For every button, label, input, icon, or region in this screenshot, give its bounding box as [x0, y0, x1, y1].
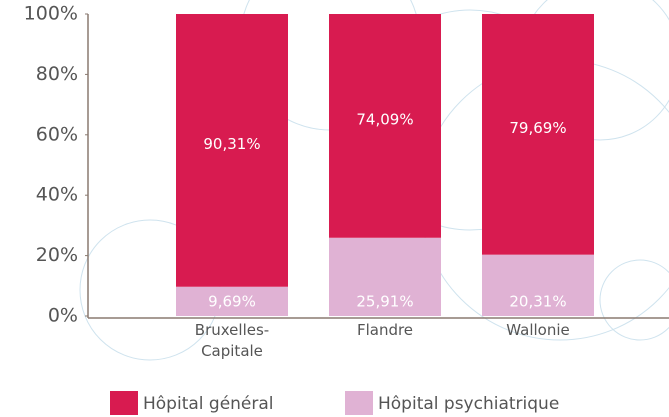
bar-segment	[176, 14, 288, 287]
legend-swatch	[110, 391, 138, 415]
bar-segment	[329, 14, 441, 238]
bar-segment	[329, 237, 441, 316]
data-label: 74,09%	[356, 110, 413, 128]
legend-label: Hôpital général	[143, 394, 274, 414]
y-tick-label: 40%	[36, 184, 78, 206]
bar-segment	[176, 286, 288, 316]
y-tick-label: 80%	[36, 63, 78, 85]
y-tick-label: 100%	[24, 3, 78, 25]
legend-swatch	[345, 391, 373, 415]
data-label: 90,31%	[203, 135, 260, 153]
y-tick-label: 20%	[36, 244, 78, 266]
data-label: 25,91%	[356, 293, 413, 311]
legend-label: Hôpital psychiatrique	[378, 394, 559, 414]
x-tick-label: Flandre	[356, 321, 414, 339]
y-tick-label: 60%	[36, 123, 78, 145]
x-tick-label: Bruxelles-Capitale	[194, 321, 270, 360]
bar-segment	[482, 14, 594, 255]
y-tick-label: 0%	[48, 305, 78, 327]
data-label: 20,31%	[509, 293, 566, 311]
x-tick-label: Wallonie	[506, 321, 570, 339]
bar-segment	[482, 254, 594, 316]
data-label: 79,69%	[509, 119, 566, 137]
data-label: 9,69%	[208, 293, 256, 311]
